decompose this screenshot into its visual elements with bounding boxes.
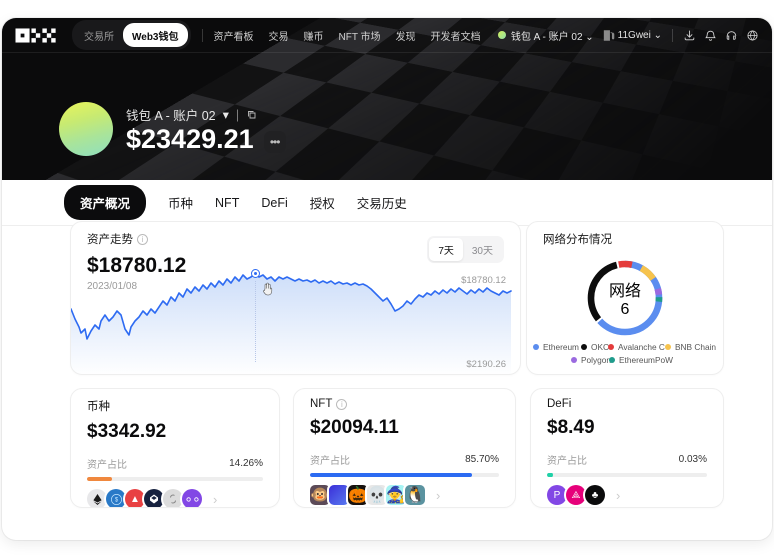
svg-text:$: $ [114, 497, 118, 503]
